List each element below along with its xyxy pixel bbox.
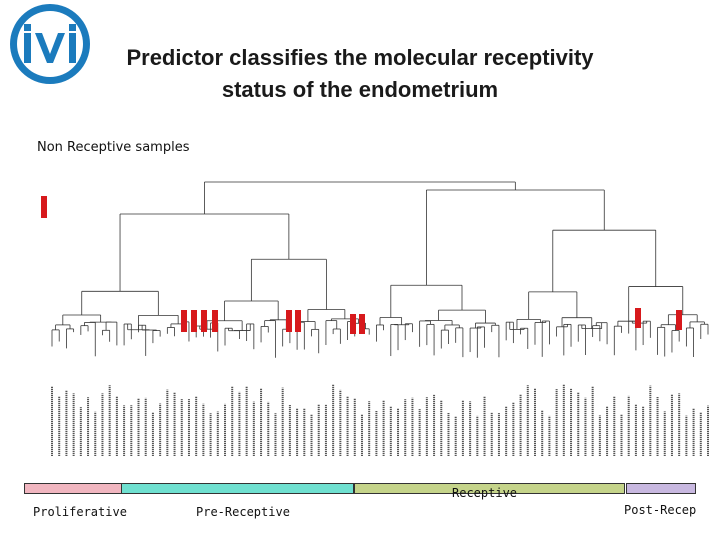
non-receptive-label: Non Receptive samples [37,140,190,155]
phase-label-pre-receptive: Pre-Receptive [196,505,290,519]
ivi-logo [10,4,90,84]
non-receptive-marker [676,310,682,330]
non-receptive-marker [635,308,641,328]
non-receptive-marker [201,310,207,332]
phase-segment-proliferative [24,483,122,494]
non-receptive-marker [359,314,365,334]
phase-label-post-receptive: Post-Recep [624,503,697,517]
phase-label-receptive: Receptive [452,486,518,500]
non-receptive-marker [191,310,197,332]
dendrogram-branches [51,181,709,358]
phase-label-proliferative: Proliferative [33,505,127,519]
non-receptive-marker [181,310,187,332]
phase-segment-receptive [354,483,625,494]
slide-title: Predictor classifies the molecular recep… [80,42,640,106]
non-receptive-markers [41,196,682,334]
non-receptive-marker [286,310,292,332]
title-line-1: Predictor classifies the molecular recep… [126,45,594,70]
non-receptive-marker [212,310,218,332]
phase-segment-post-receptive [626,483,696,494]
sample-labels [51,384,709,456]
non-receptive-marker [350,314,356,334]
title-line-2: status of the endometrium [221,77,499,102]
phase-segment-pre-receptive [121,483,354,494]
non-receptive-marker [295,310,301,332]
non-receptive-marker [41,196,47,218]
